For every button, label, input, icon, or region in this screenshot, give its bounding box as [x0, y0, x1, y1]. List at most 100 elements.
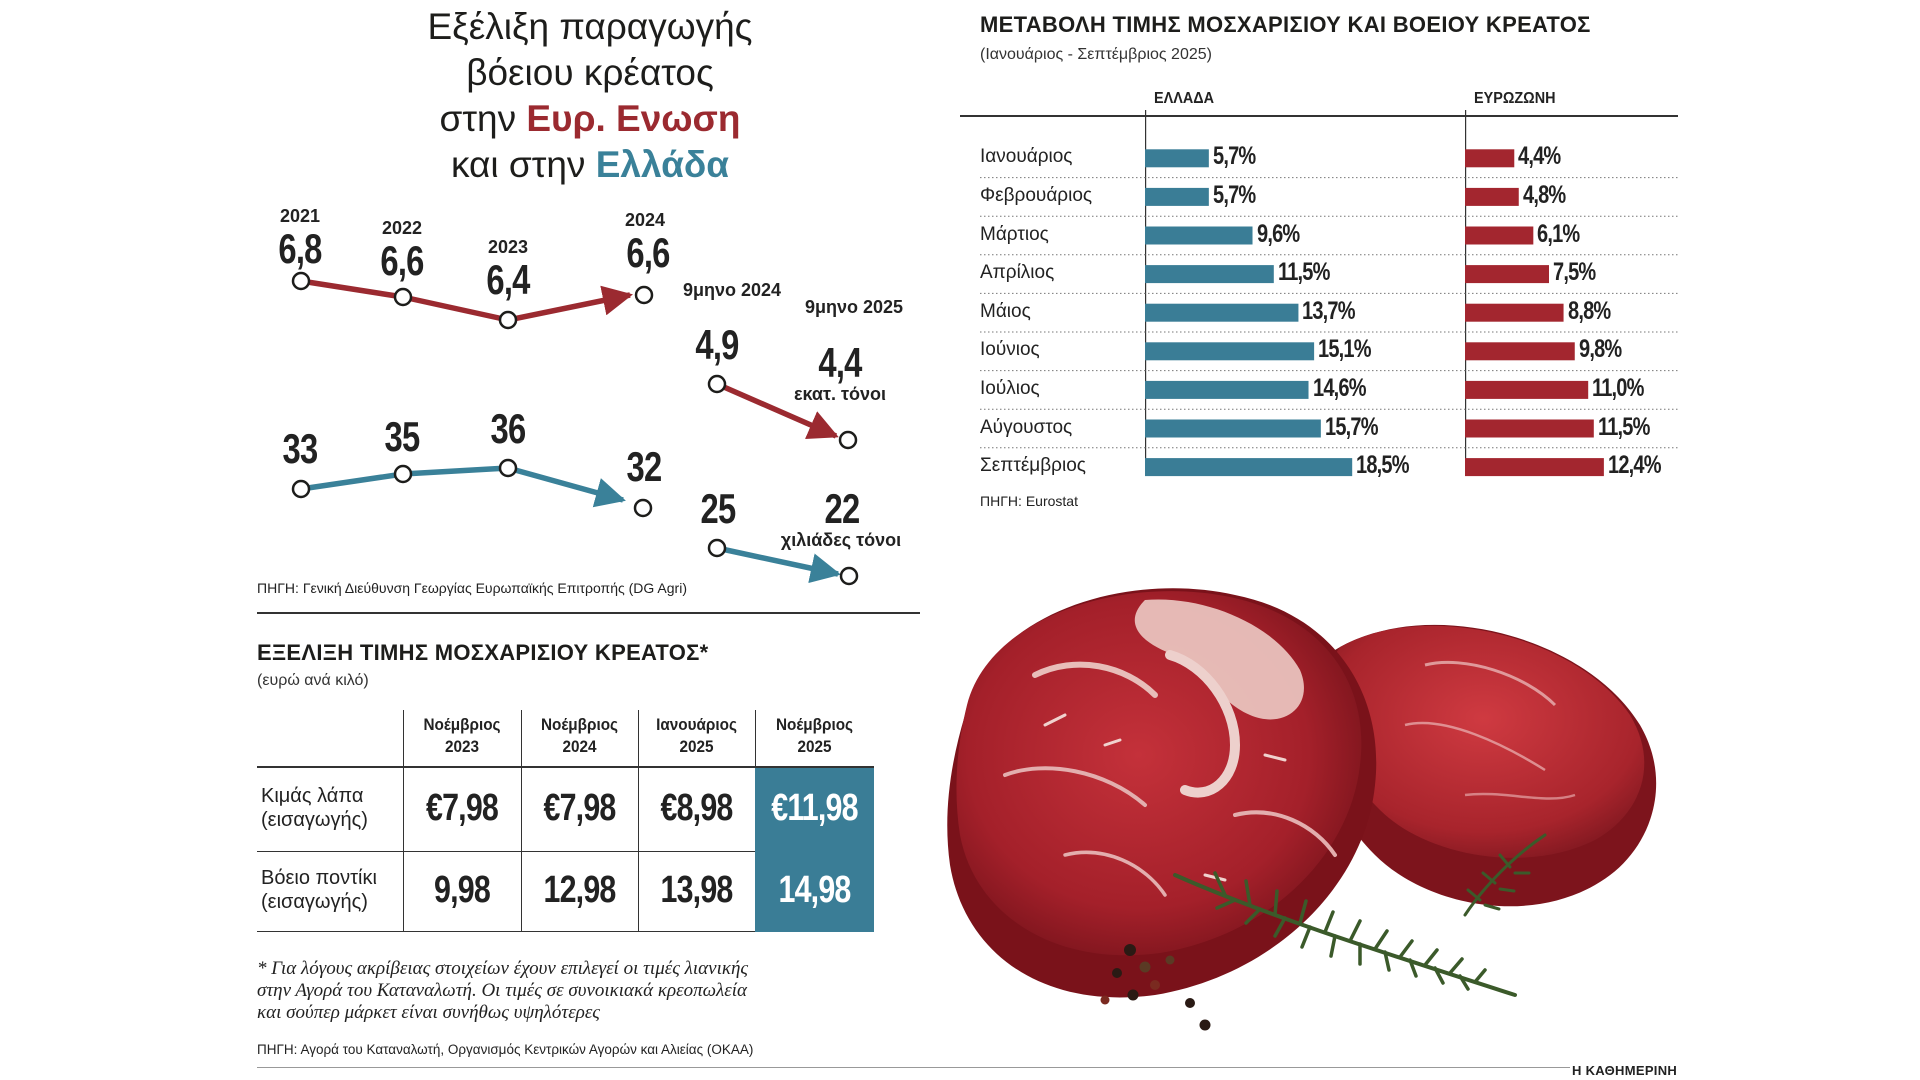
eu-2021-point	[291, 271, 311, 291]
month-label: Ιανουάριος	[980, 146, 1073, 168]
gr-value-label-2021: 33	[282, 425, 319, 472]
eu-year-label-2022: 2022	[381, 218, 423, 238]
greece-bar-value: 15,7%	[1324, 412, 1379, 441]
eu-9m2024-point	[707, 374, 727, 394]
row-label-kimas: Κιμάς λάπα (εισαγωγής)	[261, 784, 368, 832]
greece-bar-value: 5,7%	[1212, 180, 1256, 209]
eurozone-bar-value: 9,8%	[1578, 335, 1622, 364]
production-line-chart	[291, 271, 859, 586]
nine-month-2025-label: 9μηνο 2025	[805, 297, 904, 317]
month-label: Αύγουστος	[980, 416, 1073, 438]
price-cell: 9,98	[434, 869, 491, 911]
col-separator	[403, 710, 404, 932]
gr-value-label-2023: 36	[490, 405, 527, 452]
gr-unit-label: χιλιάδες τόνοι	[780, 530, 902, 550]
greece-bar	[1145, 265, 1274, 284]
row-label-line: Κιμάς λάπα	[261, 785, 364, 807]
eurozone-bar-value: 4,4%	[1518, 142, 1561, 171]
greece-axis	[1145, 110, 1147, 465]
greece-bar	[1145, 419, 1321, 438]
eurozone-bar-value: 6,1%	[1537, 219, 1580, 248]
eu-2022-point	[393, 287, 413, 307]
month-label: Μάρτιος	[980, 223, 1049, 245]
eu-2023-point	[498, 310, 518, 330]
row-rule	[257, 851, 755, 852]
column-header-line: Ιανουάριος	[656, 715, 737, 734]
month-label: Σεπτέμβριος	[980, 455, 1086, 477]
eu-value-label-9m2025: 4,4	[818, 339, 862, 386]
gr-value-label-2022: 35	[384, 413, 421, 460]
gr-value-label-2024: 32	[626, 443, 663, 490]
greece-bar-value: 15,1%	[1318, 335, 1372, 364]
greece-bar-value: 11,5%	[1277, 258, 1330, 287]
title-prefix-eu: στην	[439, 98, 527, 139]
eu-year-label-2024: 2024	[624, 210, 666, 230]
price-cell-highlight: €11,98	[771, 787, 858, 829]
eu-value-label-2022: 6,6	[380, 237, 424, 284]
greece-bar	[1145, 342, 1315, 361]
eu-annual-line	[300, 278, 633, 323]
column-header-jan-2025: Ιανουάριος 2025	[644, 714, 749, 758]
greece-bar	[1145, 303, 1299, 322]
bar-chart-source: ΠΗΓΗ: Eurostat	[980, 493, 1078, 509]
eu-9month-line	[715, 381, 839, 439]
eurozone-bar-value: 4,8%	[1522, 180, 1566, 209]
eurozone-bar	[1465, 149, 1515, 168]
nine-month-2024-label: 9μηνο 2024	[683, 280, 782, 300]
eu-value-label-9m2024: 4,9	[695, 321, 739, 368]
production-source: ΠΗΓΗ: Γενική Διεύθυνση Γεωργίας Ευρωπαϊκ…	[257, 580, 687, 596]
eurozone-bar-value: 7,5%	[1553, 258, 1596, 287]
eu-value-label-2021: 6,8	[278, 225, 322, 272]
front-steak	[947, 588, 1377, 998]
column-header-line: Νοέμβριος	[775, 715, 854, 734]
greece-bar-value: 9,6%	[1256, 219, 1300, 248]
row-label-line: (εισαγωγής)	[261, 809, 368, 831]
price-cell: €7,98	[425, 787, 499, 829]
eu-9m2025-point	[838, 430, 858, 450]
column-header-nov-2024: Νοέμβριος 2024	[527, 714, 632, 758]
row-label-line: Βόειο ποντίκι	[261, 867, 377, 889]
eurozone-bar	[1465, 419, 1594, 438]
gr-2021-point	[291, 479, 311, 499]
greece-bar	[1145, 380, 1309, 399]
bar-column-header-greece: ΕΛΛΑΔΑ	[1154, 90, 1214, 107]
eurozone-bar	[1465, 458, 1604, 477]
eurozone-bar	[1465, 187, 1519, 206]
footnote: * Για λόγους ακρίβειας στοιχείων έχουν ε…	[257, 958, 897, 1024]
month-label: Φεβρουάριος	[980, 184, 1093, 206]
column-header-line: 2025	[679, 737, 714, 756]
footnote-line: και σούπερ μάρκετ είναι συνήθως υψηλότερ…	[257, 1002, 601, 1023]
section-divider	[257, 612, 920, 614]
price-cell: €7,98	[543, 787, 616, 829]
title-highlight-gr: Ελλάδα	[595, 144, 730, 185]
gr-2022-point	[393, 464, 413, 484]
row-label-pontiki: Βόειο ποντίκι (εισαγωγής)	[261, 866, 377, 914]
production-title: Εξέλιξη παραγωγής βόειου κρέατος στην Ευ…	[340, 4, 840, 188]
month-label: Μάιος	[980, 300, 1031, 322]
greece-bar	[1145, 458, 1353, 477]
price-cell: €8,98	[660, 787, 733, 829]
title-highlight-eu: Ευρ. Ενωση	[526, 98, 741, 139]
eurozone-bar	[1465, 265, 1549, 284]
eu-value-label-2024: 6,6	[626, 229, 670, 276]
month-label: Ιούνιος	[980, 339, 1040, 361]
row-label-line: (εισαγωγής)	[261, 891, 368, 913]
row-rule	[257, 931, 755, 932]
col-separator	[638, 710, 639, 932]
eu-value-label-2023: 6,4	[486, 256, 530, 303]
eurozone-axis	[1465, 110, 1467, 465]
production-title-line1: Εξέλιξη παραγωγής	[427, 6, 753, 47]
column-header-line: 2023	[444, 737, 480, 756]
column-header-nov-2023: Νοέμβριος 2023	[409, 714, 515, 758]
column-header-line: 2024	[562, 737, 597, 756]
column-header-line: Νοέμβριος	[423, 715, 501, 734]
column-header-nov-2025: Νοέμβριος 2025	[761, 714, 868, 758]
eu-year-label-2021: 2021	[279, 206, 321, 226]
gr-2024-point	[633, 498, 653, 518]
eurozone-bar-value: 8,8%	[1567, 296, 1611, 325]
gr-value-label-9m2024: 25	[700, 485, 737, 532]
month-label: Ιούλιος	[980, 377, 1040, 399]
header-rule	[257, 766, 874, 768]
greece-bar	[1145, 149, 1209, 168]
